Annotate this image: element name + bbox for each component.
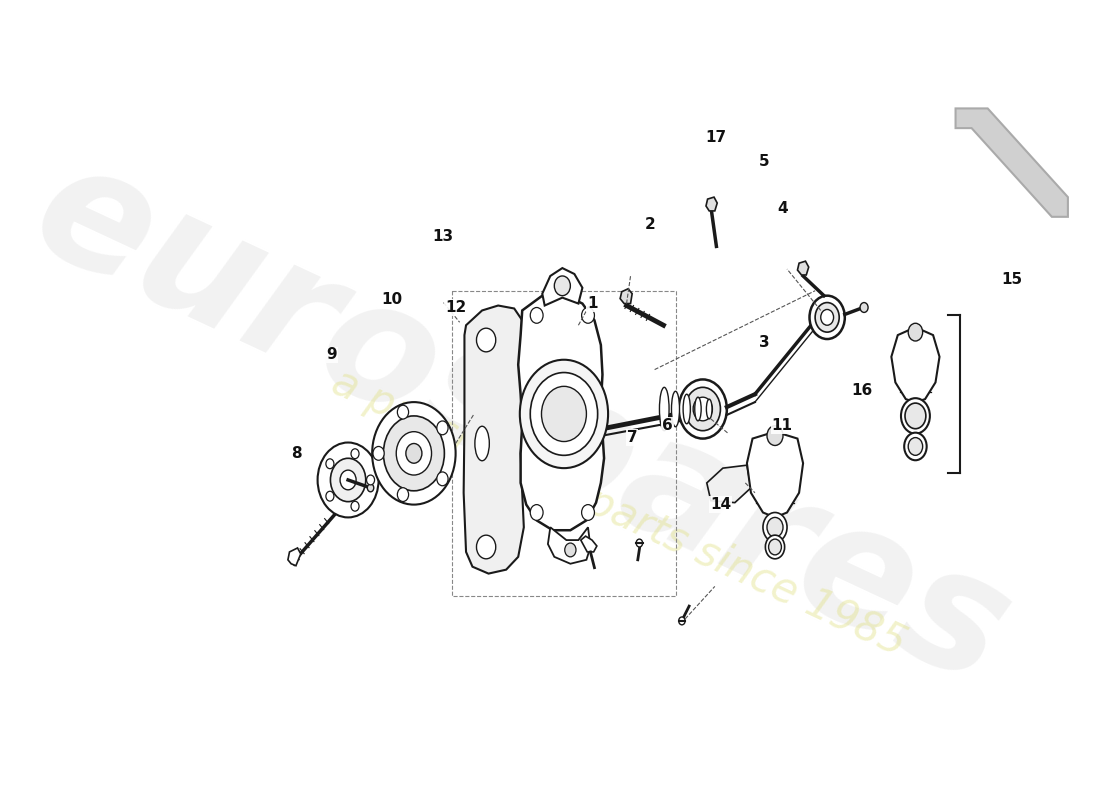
Circle shape <box>763 513 786 542</box>
Ellipse shape <box>475 426 490 461</box>
Text: 15: 15 <box>1001 272 1022 287</box>
Polygon shape <box>798 261 808 275</box>
Text: 14: 14 <box>710 497 732 512</box>
Polygon shape <box>288 548 300 566</box>
Text: 13: 13 <box>432 229 453 244</box>
Text: 8: 8 <box>292 446 302 461</box>
Text: 12: 12 <box>446 300 466 315</box>
Circle shape <box>530 307 543 323</box>
Polygon shape <box>747 432 803 518</box>
Circle shape <box>679 617 685 625</box>
Circle shape <box>406 443 422 463</box>
Circle shape <box>693 397 713 421</box>
Circle shape <box>351 502 359 511</box>
Circle shape <box>437 472 448 486</box>
Ellipse shape <box>695 397 701 421</box>
Circle shape <box>769 539 781 555</box>
Circle shape <box>909 438 923 455</box>
Circle shape <box>564 543 576 557</box>
Text: eurospares: eurospares <box>10 127 1034 720</box>
Circle shape <box>810 296 845 339</box>
Circle shape <box>541 386 586 442</box>
Circle shape <box>582 307 594 323</box>
Circle shape <box>904 433 926 460</box>
Circle shape <box>766 535 784 559</box>
Text: 16: 16 <box>851 382 872 398</box>
Circle shape <box>679 379 727 438</box>
Text: 2: 2 <box>645 218 656 232</box>
Circle shape <box>437 421 448 434</box>
Ellipse shape <box>659 387 669 430</box>
Circle shape <box>530 373 597 455</box>
Circle shape <box>685 387 720 430</box>
Polygon shape <box>518 294 604 530</box>
Circle shape <box>372 402 455 505</box>
Circle shape <box>366 475 375 485</box>
Circle shape <box>330 458 365 502</box>
Circle shape <box>326 491 334 501</box>
Circle shape <box>554 276 571 296</box>
Polygon shape <box>707 465 751 502</box>
Circle shape <box>476 535 496 559</box>
Polygon shape <box>548 527 591 564</box>
Text: 17: 17 <box>705 130 727 146</box>
Polygon shape <box>463 306 526 574</box>
Circle shape <box>397 488 408 502</box>
Circle shape <box>909 323 923 341</box>
Text: 7: 7 <box>627 430 638 445</box>
Circle shape <box>767 518 783 537</box>
Polygon shape <box>706 197 717 211</box>
Text: 6: 6 <box>662 418 673 434</box>
Circle shape <box>901 398 930 434</box>
Text: a passion for parts since 1985: a passion for parts since 1985 <box>324 361 912 664</box>
Text: 9: 9 <box>327 347 338 362</box>
Polygon shape <box>956 109 1068 217</box>
Circle shape <box>520 360 608 468</box>
Polygon shape <box>891 327 939 402</box>
Polygon shape <box>581 536 597 552</box>
Circle shape <box>767 426 783 446</box>
Circle shape <box>384 416 444 491</box>
Text: 4: 4 <box>777 202 788 217</box>
Polygon shape <box>542 268 582 306</box>
Circle shape <box>821 310 834 326</box>
Text: 1: 1 <box>587 296 597 311</box>
Ellipse shape <box>671 391 680 426</box>
Text: 3: 3 <box>759 335 770 350</box>
Circle shape <box>636 539 642 547</box>
Ellipse shape <box>706 399 712 419</box>
Text: 10: 10 <box>382 292 403 307</box>
Circle shape <box>373 446 384 460</box>
Circle shape <box>367 484 374 492</box>
Circle shape <box>396 432 431 475</box>
Circle shape <box>476 328 496 352</box>
Bar <box>452 290 676 596</box>
Text: 5: 5 <box>759 154 770 169</box>
Circle shape <box>815 302 839 332</box>
Circle shape <box>530 505 543 520</box>
Circle shape <box>340 470 356 490</box>
Circle shape <box>860 302 868 313</box>
Circle shape <box>318 442 378 518</box>
Ellipse shape <box>683 394 691 424</box>
Circle shape <box>905 403 926 429</box>
Circle shape <box>582 505 594 520</box>
Polygon shape <box>620 289 632 303</box>
Circle shape <box>326 459 334 469</box>
Circle shape <box>351 449 359 458</box>
Text: 11: 11 <box>772 418 793 434</box>
Circle shape <box>397 406 408 419</box>
